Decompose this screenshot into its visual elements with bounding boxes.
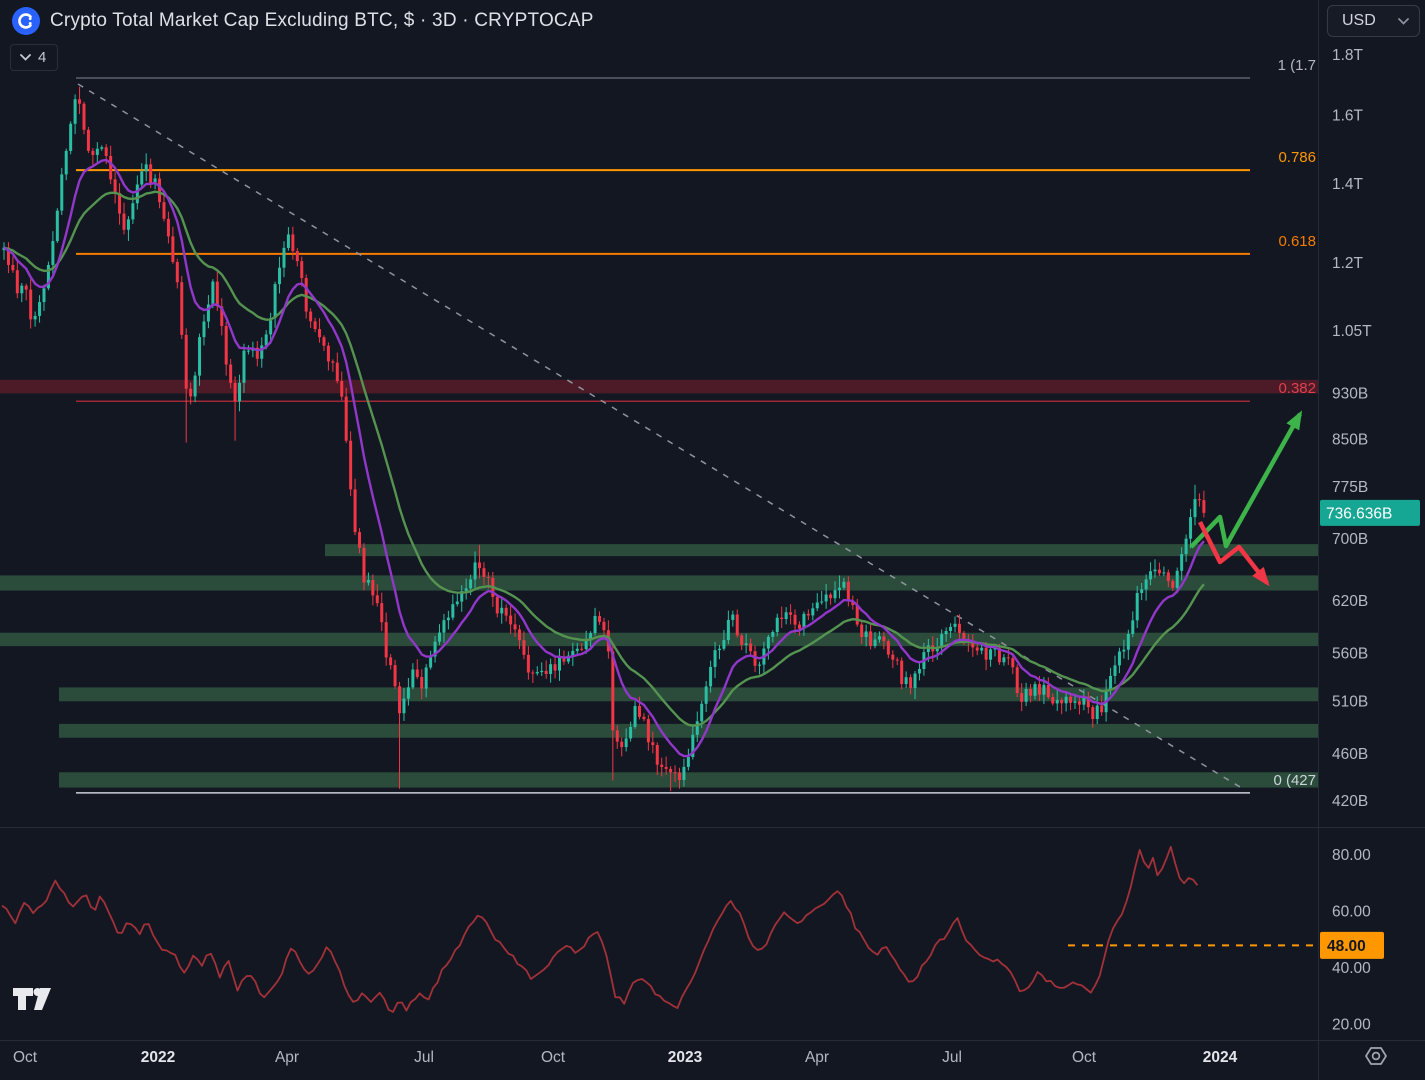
currency-dropdown[interactable]: USD bbox=[1327, 5, 1420, 37]
price-tick-label: 420B bbox=[1332, 793, 1368, 810]
price-tick-label: 1.2T bbox=[1332, 255, 1364, 272]
demand-zone-633-652[interactable] bbox=[0, 575, 1318, 591]
demand-zone-510-524[interactable] bbox=[59, 687, 1318, 702]
fib-label-0.618: 0.618 bbox=[1278, 233, 1316, 250]
time-tick-label: 2024 bbox=[1203, 1049, 1238, 1066]
fib-label-0.382: 0.382 bbox=[1278, 380, 1316, 397]
cryptocap-icon bbox=[12, 7, 40, 35]
currency-label: USD bbox=[1342, 12, 1376, 29]
price-tick-label: 850B bbox=[1332, 432, 1368, 449]
price-tick-label: 1.4T bbox=[1332, 176, 1364, 193]
rsi-tick-label: 80.00 bbox=[1332, 847, 1371, 864]
time-tick-label: Jul bbox=[942, 1049, 962, 1066]
supply-zone-930-955[interactable] bbox=[0, 379, 1318, 394]
price-tick-label: 700B bbox=[1332, 531, 1368, 548]
time-tick-label: Jul bbox=[414, 1049, 434, 1066]
gear-icon bbox=[1365, 1047, 1387, 1065]
price-tick-label: 1.05T bbox=[1332, 323, 1372, 340]
rsi-pane[interactable] bbox=[1, 845, 1318, 1013]
demand-zone-568-583[interactable] bbox=[0, 632, 1318, 647]
last-price-tag bbox=[1320, 499, 1420, 526]
candlestick-series bbox=[2, 86, 1206, 792]
indicator-count: 4 bbox=[38, 49, 47, 66]
time-tick-label: Oct bbox=[541, 1049, 566, 1066]
price-tick-label: 930B bbox=[1332, 385, 1368, 402]
symbol-title[interactable]: Crypto Total Market Cap Excluding BTC, $… bbox=[50, 10, 594, 31]
price-tick-label: 620B bbox=[1332, 593, 1368, 610]
demand-zone-677-693[interactable] bbox=[325, 544, 1318, 557]
chart-legend: Crypto Total Market Cap Excluding BTC, $… bbox=[12, 7, 594, 35]
fib-label-0.786: 0.786 bbox=[1278, 149, 1316, 166]
price-tick-label: 775B bbox=[1332, 479, 1368, 496]
price-tick-label: 1.6T bbox=[1332, 107, 1364, 124]
rsi-tick-label: 40.00 bbox=[1332, 960, 1371, 977]
chevron-down-icon bbox=[1398, 17, 1409, 25]
rsi-line bbox=[1, 845, 1199, 1013]
time-tick-label: Apr bbox=[275, 1049, 299, 1066]
rsi-level-tag bbox=[1320, 931, 1384, 959]
timezone-settings-button[interactable] bbox=[1356, 1041, 1396, 1071]
price-tick-label: 560B bbox=[1332, 645, 1368, 662]
bullish-projection-arrow[interactable] bbox=[1189, 410, 1303, 549]
rsi-level-value: 48.00 bbox=[1327, 938, 1366, 955]
ema-fast-line[interactable] bbox=[3, 158, 1205, 758]
time-tick-label: 2022 bbox=[141, 1049, 175, 1066]
price-tick-label: 1.8T bbox=[1332, 47, 1364, 64]
demand-zone-431-444[interactable] bbox=[59, 772, 1318, 788]
demand-zone-475-488[interactable] bbox=[59, 723, 1318, 738]
bearish-projection-arrow[interactable] bbox=[1197, 520, 1270, 587]
price-pane[interactable]: 1 (1.7 0.786 0.618 0.382 0 (427 bbox=[0, 57, 1318, 794]
fib-label-1: 1 (1.7 bbox=[1278, 57, 1316, 74]
rsi-tick-label: 60.00 bbox=[1332, 904, 1371, 921]
time-tick-label: 2023 bbox=[668, 1049, 703, 1066]
last-price-value: 736.636B bbox=[1326, 505, 1392, 522]
chevron-down-icon bbox=[20, 54, 31, 61]
price-tick-label: 510B bbox=[1332, 693, 1368, 710]
collapse-indicators-button[interactable]: 4 bbox=[10, 44, 59, 71]
descending-trendline[interactable] bbox=[77, 83, 1246, 791]
ema-slow-line[interactable] bbox=[3, 190, 1205, 727]
time-tick-label: Oct bbox=[13, 1049, 38, 1066]
time-tick-label: Oct bbox=[1072, 1049, 1097, 1066]
tradingview-logo[interactable] bbox=[11, 985, 53, 1015]
price-tick-label: 460B bbox=[1332, 746, 1368, 763]
rsi-tick-label: 20.00 bbox=[1332, 1017, 1371, 1034]
time-tick-label: Apr bbox=[805, 1049, 829, 1066]
fib-label-0: 0 (427 bbox=[1273, 772, 1316, 789]
